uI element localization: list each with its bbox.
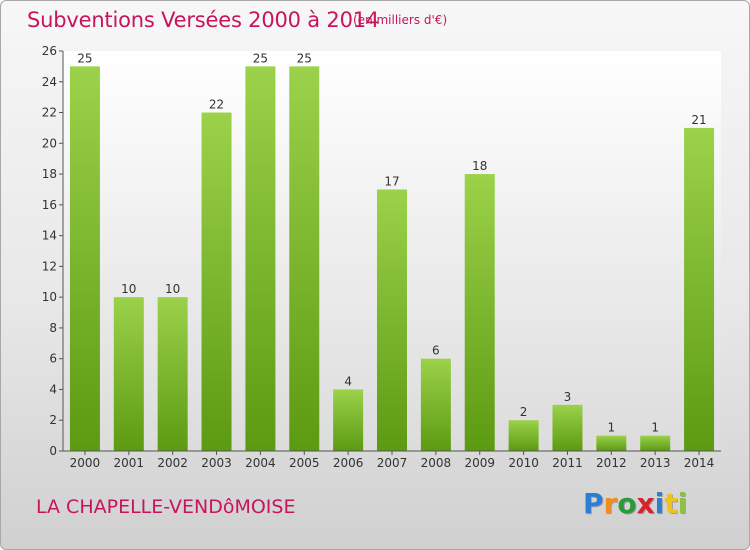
x-tick-label: 2011 [552,456,583,470]
x-tick-label: 2008 [421,456,452,470]
bar [552,404,583,451]
bar [596,435,627,451]
logo-letter: i [654,487,665,520]
bar-value-label: 3 [564,390,572,404]
x-tick-label: 2004 [245,456,276,470]
y-tick-label: 16 [42,198,57,212]
y-tick-label: 6 [49,352,57,366]
proxiti-logo: Proxiti [583,487,687,520]
logo-letter: i [677,487,688,520]
bar-value-label: 25 [77,51,92,65]
y-tick-label: 24 [42,75,57,89]
chart-title: Subventions Versées 2000 à 2014 [27,8,380,32]
y-tick-label: 14 [42,229,57,243]
bar [289,66,320,451]
logo-letter: P [583,487,604,520]
y-tick-label: 12 [42,259,57,273]
bar [245,66,276,451]
bar [684,127,715,451]
bar [377,189,407,451]
bar [69,66,100,451]
bar [640,435,671,451]
logo-letter: r [603,487,618,520]
y-tick-label: 26 [42,44,57,58]
bar-value-label: 10 [165,282,180,296]
bar-value-label: 21 [691,113,706,127]
bar-value-label: 4 [344,374,352,388]
x-tick-label: 2001 [114,456,145,470]
y-tick-label: 8 [49,321,57,335]
y-tick-label: 4 [49,382,57,396]
y-tick-label: 0 [49,444,57,458]
x-tick-label: 2007 [377,456,408,470]
bar-value-label: 17 [384,174,399,188]
bar [157,297,188,451]
chart-subtitle: (en milliers d'€) [353,13,448,27]
bar [201,112,232,452]
bar-value-label: 25 [297,51,312,65]
y-tick-label: 20 [42,136,57,150]
commune-name: LA CHAPELLE-VENDôMOISE [36,496,296,518]
x-tick-label: 2005 [289,456,320,470]
logo-letter: x [636,487,655,520]
y-tick-label: 22 [42,106,57,120]
y-tick-label: 10 [42,290,57,304]
bar-value-label: 2 [520,405,528,419]
x-tick-label: 2003 [201,456,232,470]
x-tick-label: 2012 [596,456,627,470]
bar [508,420,539,451]
x-tick-label: 2002 [157,456,188,470]
y-tick-label: 18 [42,167,57,181]
bar [420,358,451,451]
bar-value-label: 1 [608,421,616,435]
y-tick-label: 2 [49,413,57,427]
bar [333,389,364,451]
bar-value-label: 10 [121,282,136,296]
bar-value-label: 1 [651,421,659,435]
x-tick-label: 2010 [508,456,539,470]
x-tick-label: 2000 [70,456,101,470]
bar-value-label: 25 [253,51,268,65]
x-tick-label: 2006 [333,456,364,470]
logo-letter: o [617,487,637,520]
bar [113,297,144,451]
bar-value-label: 18 [472,159,487,173]
x-tick-label: 2013 [640,456,671,470]
bar-value-label: 6 [432,344,440,358]
x-tick-label: 2014 [684,456,715,470]
bar [464,174,495,452]
logo-letter: t [664,487,678,520]
x-tick-label: 2009 [464,456,495,470]
bar-value-label: 22 [209,98,224,112]
